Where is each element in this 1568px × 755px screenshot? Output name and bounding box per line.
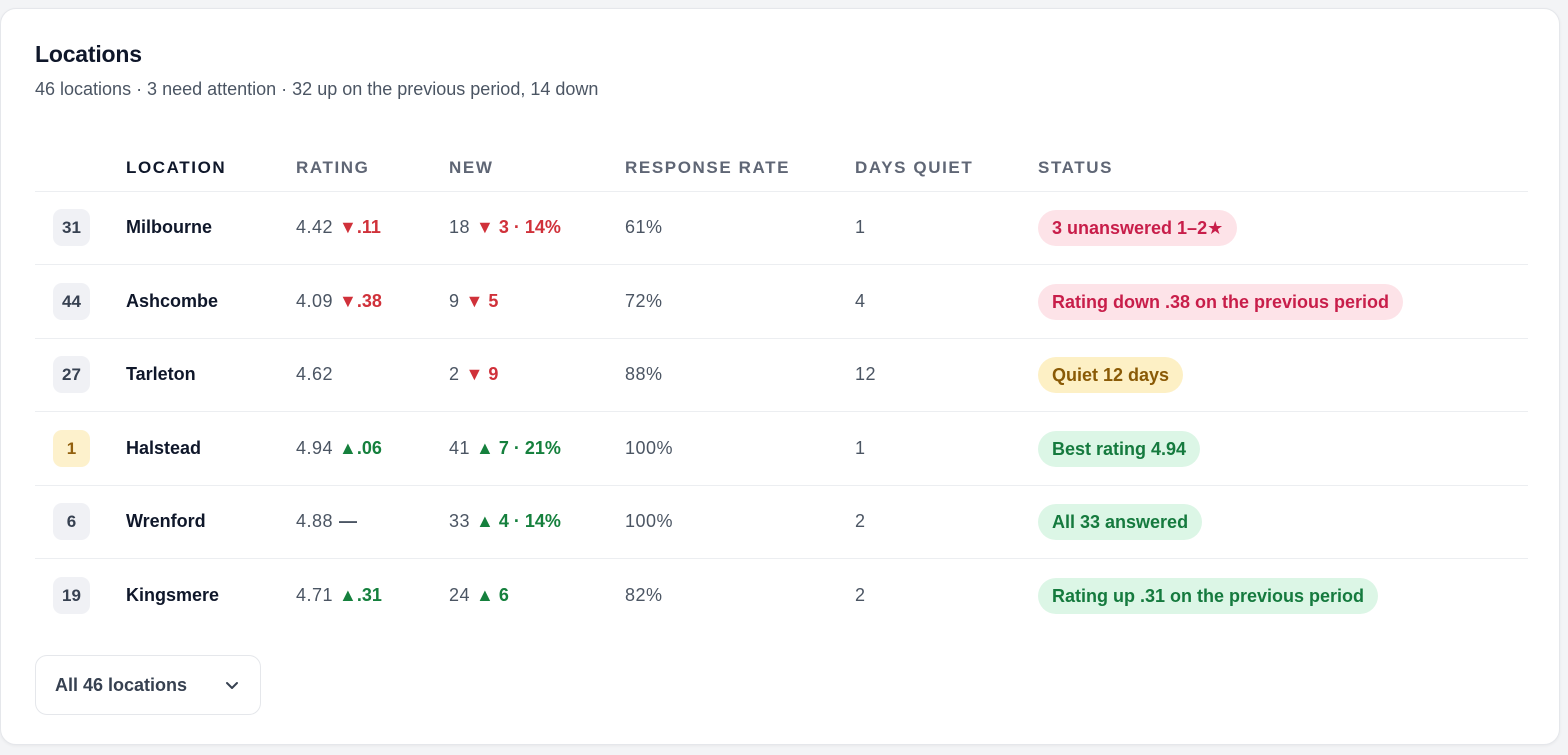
new-reviews-cell: 33 ▲ 4 · 14% — [449, 485, 561, 558]
status-badge: 3 unanswered 1–2★ — [1038, 210, 1238, 247]
rating-value: 4.42 — [296, 217, 334, 237]
card-title: Locations — [35, 41, 142, 67]
new-reviews-value: 41 — [449, 438, 471, 458]
column-header-location[interactable]: LOCATION — [126, 158, 227, 177]
rating-delta: ▼.11 — [339, 217, 381, 237]
new-reviews-delta: ▲ 7 · 21% — [476, 438, 561, 458]
rating-value: 4.09 — [296, 291, 334, 311]
status-cell: Rating up .31 on the previous period — [1038, 559, 1379, 632]
status-badge: Best rating 4.94 — [1038, 431, 1201, 468]
table-row[interactable]: 31 Milbourne 4.42 ▼.11 18 ▼ 3 · 14% 61% 1 3 unan… — [35, 191, 1528, 265]
status-cell: 3 unanswered 1–2★ — [1038, 191, 1238, 264]
new-reviews-cell: 2 ▼ 9 — [449, 338, 498, 411]
status-cell: Quiet 12 days — [1038, 338, 1184, 411]
column-header-response-rate[interactable]: RESPONSE RATE — [625, 158, 791, 177]
new-reviews-delta: ▼ 3 · 14% — [476, 217, 561, 237]
rating-cell: 4.09 ▼.38 — [296, 265, 382, 338]
location-name[interactable]: Halstead — [126, 438, 202, 458]
days-quiet: 1 — [855, 438, 866, 458]
location-name[interactable]: Milbourne — [126, 217, 212, 237]
response-rate: 72% — [625, 291, 663, 311]
rating-cell: 4.71 ▲.31 — [296, 559, 382, 632]
rating-value: 4.88 — [296, 511, 334, 531]
new-reviews-value: 9 — [449, 291, 460, 311]
status-badge: Quiet 12 days — [1038, 357, 1184, 394]
new-reviews-cell: 18 ▼ 3 · 14% — [449, 191, 561, 264]
chevron-down-icon — [226, 682, 238, 689]
rating-cell: 4.88— — [296, 485, 357, 558]
rating-cell: 4.42 ▼.11 — [296, 191, 381, 264]
response-rate: 88% — [625, 364, 663, 384]
table-row[interactable]: 6 Wrenford 4.88— 33 ▲ 4 · 14% 100% 2 All 33 ans… — [35, 485, 1528, 559]
rating-delta: ▲.06 — [339, 438, 382, 458]
table-row[interactable]: 19 Kingsmere 4.71 ▲.31 24 ▲ 6 82% 2 Rating up .3… — [35, 559, 1528, 632]
table-row[interactable]: 27 Tarleton 4.62 2 ▼ 9 88% 12 Quiet 12 days — [35, 338, 1528, 412]
response-rate: 82% — [625, 585, 663, 605]
rating-value: 4.94 — [296, 438, 334, 458]
location-name[interactable]: Kingsmere — [126, 585, 220, 605]
response-rate: 100% — [625, 511, 674, 531]
days-quiet: 4 — [855, 291, 866, 311]
rating-delta: ▲.31 — [339, 585, 382, 605]
all-locations-button-label: All 46 locations — [55, 675, 188, 695]
new-reviews-value: 24 — [449, 585, 471, 605]
new-reviews-delta: ▼ 5 — [465, 291, 499, 311]
rank-badge: 19 — [53, 577, 90, 614]
new-reviews-delta: ▲ 6 — [476, 585, 509, 605]
status-badge: Rating down .38 on the previous period — [1038, 284, 1404, 321]
rank-badge: 1 — [53, 430, 90, 467]
rank-badge: 6 — [53, 503, 90, 540]
column-header-rating[interactable]: RATING — [296, 158, 370, 177]
new-reviews-delta: ▼ 9 — [465, 364, 499, 384]
response-rate: 100% — [625, 438, 674, 458]
new-reviews-value: 18 — [449, 217, 471, 237]
new-reviews-value: 2 — [449, 364, 460, 384]
days-quiet: 2 — [855, 511, 866, 531]
status-badge: All 33 answered — [1038, 504, 1203, 541]
rank-badge: 31 — [53, 209, 90, 246]
table-header: LOCATION RATING NEW RESPONSE RATE DAYS Q… — [35, 145, 1528, 192]
locations-card: Locations 46 locations · 3 need attentio… — [0, 8, 1560, 745]
location-name[interactable]: Wrenford — [126, 511, 206, 531]
new-reviews-cell: 24 ▲ 6 — [449, 559, 509, 632]
days-quiet: 1 — [855, 217, 866, 237]
column-header-status[interactable]: STATUS — [1038, 158, 1114, 177]
new-reviews-value: 33 — [449, 511, 471, 531]
new-reviews-cell: 9 ▼ 5 — [449, 265, 498, 338]
rank-badge: 44 — [53, 283, 90, 320]
rating-value: 4.62 — [296, 364, 334, 384]
status-badge: Rating up .31 on the previous period — [1038, 578, 1379, 615]
table-row[interactable]: 1 Halstead 4.94 ▲.06 41 ▲ 7 · 21% 100% 1 Best ra… — [35, 412, 1528, 486]
new-reviews-cell: 41 ▲ 7 · 21% — [449, 412, 561, 485]
days-quiet: 2 — [855, 585, 866, 605]
rating-cell: 4.62 — [296, 338, 333, 411]
rating-delta: — — [339, 511, 358, 531]
rating-cell: 4.94 ▲.06 — [296, 412, 382, 485]
rating-delta: ▼.38 — [339, 291, 382, 311]
status-cell: Best rating 4.94 — [1038, 412, 1201, 485]
card-subtitle: 46 locations · 3 need attention · 32 up … — [35, 79, 599, 99]
all-locations-button[interactable]: All 46 locations — [35, 655, 261, 715]
table-row[interactable]: 44 Ashcombe 4.09 ▼.38 9 ▼ 5 72% 4 Rating down .3… — [35, 265, 1528, 339]
rank-badge: 27 — [53, 356, 90, 393]
days-quiet: 12 — [855, 364, 877, 384]
new-reviews-delta: ▲ 4 · 14% — [476, 511, 561, 531]
location-name[interactable]: Tarleton — [126, 364, 196, 384]
status-cell: All 33 answered — [1038, 485, 1203, 558]
column-header-days-quiet[interactable]: DAYS QUIET — [855, 158, 974, 177]
response-rate: 61% — [625, 217, 663, 237]
rating-value: 4.71 — [296, 585, 334, 605]
status-cell: Rating down .38 on the previous period — [1038, 265, 1404, 338]
column-header-new[interactable]: NEW — [449, 158, 494, 177]
location-name[interactable]: Ashcombe — [126, 291, 219, 311]
